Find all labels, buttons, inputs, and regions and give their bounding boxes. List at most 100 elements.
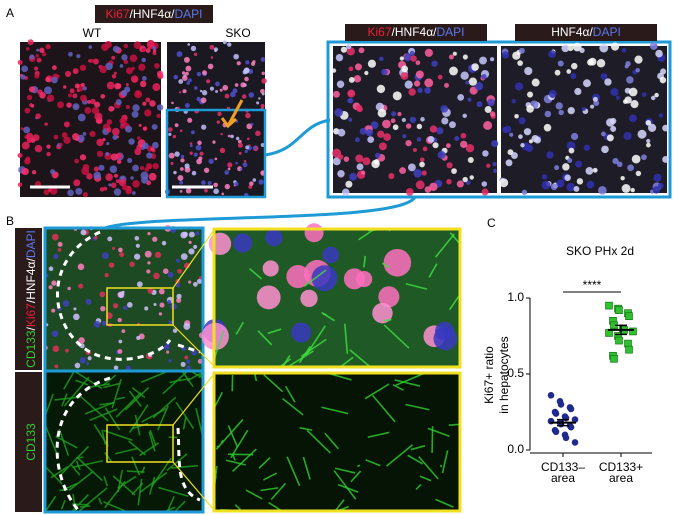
cell (120, 90, 128, 97)
cell (449, 66, 458, 76)
cell (629, 114, 637, 123)
cell (79, 64, 87, 71)
cell (196, 96, 201, 102)
cell (201, 124, 207, 130)
cell (215, 90, 218, 93)
cell (146, 41, 155, 49)
cell (114, 173, 118, 178)
membrane (334, 499, 345, 512)
cell (50, 169, 56, 175)
cell (616, 161, 623, 168)
cell (94, 236, 98, 240)
cell (186, 359, 191, 364)
cell (79, 154, 87, 161)
cell (431, 60, 438, 67)
cell (189, 144, 193, 148)
cell (659, 76, 667, 84)
cell (646, 138, 651, 144)
cell (424, 87, 431, 94)
cell (364, 70, 369, 76)
condition-label: SKO (225, 26, 250, 40)
membrane (182, 371, 194, 388)
cell (62, 300, 70, 307)
cell (125, 125, 133, 133)
cell (49, 187, 58, 195)
cell (489, 111, 496, 117)
cell (244, 149, 248, 154)
cell (173, 74, 179, 80)
cell (182, 75, 188, 81)
cell (340, 46, 348, 53)
cell (300, 289, 318, 308)
cell (135, 243, 140, 248)
cell (137, 136, 141, 140)
data-point (571, 439, 579, 446)
cell (260, 88, 265, 94)
data-point (547, 391, 555, 399)
cell (353, 75, 362, 83)
cell (471, 63, 479, 71)
membrane (257, 330, 273, 346)
zoom-line (172, 373, 215, 426)
membrane (139, 471, 168, 493)
cell (30, 104, 35, 108)
cell (121, 329, 126, 334)
cell (51, 76, 58, 84)
cell (417, 87, 423, 93)
membrane (344, 323, 349, 354)
cell (118, 291, 125, 299)
cell (655, 49, 663, 58)
cell (511, 152, 518, 159)
cell (202, 70, 207, 76)
cell (244, 76, 249, 82)
membrane (104, 452, 113, 462)
cell (345, 43, 352, 50)
cell (429, 125, 438, 133)
cell (457, 93, 465, 101)
cell (21, 167, 29, 176)
cell (17, 182, 23, 187)
data-point (625, 312, 633, 321)
membrane (103, 475, 109, 487)
membrane (394, 379, 421, 387)
inset-box (165, 108, 267, 199)
membrane (175, 401, 195, 430)
cell (172, 328, 178, 333)
cell (413, 80, 421, 87)
membrane (102, 374, 117, 386)
cell (73, 313, 80, 321)
cell (583, 79, 591, 88)
cell (53, 253, 59, 260)
cell (193, 152, 198, 157)
cell (119, 64, 124, 68)
cell (101, 320, 107, 326)
cell (173, 170, 177, 175)
cell (235, 136, 240, 141)
connector (264, 118, 331, 157)
cell (74, 83, 80, 89)
cell (119, 124, 125, 129)
cell (136, 335, 141, 341)
cell (196, 278, 203, 284)
cell (625, 61, 631, 67)
cell (140, 166, 145, 171)
membrane (162, 371, 188, 395)
cell (390, 118, 396, 124)
cell (581, 106, 586, 112)
label-segment: DAPI (174, 7, 202, 21)
cell (131, 191, 136, 195)
cell (181, 71, 186, 75)
cell (260, 57, 266, 62)
cell (567, 45, 574, 52)
cell (401, 117, 406, 123)
data-point (552, 410, 560, 417)
cell (634, 55, 643, 64)
membrane (350, 470, 362, 483)
zoom-box (106, 287, 174, 326)
cell (354, 137, 360, 143)
cell (132, 180, 140, 188)
membrane (281, 355, 291, 368)
cell (523, 128, 532, 136)
condition-label: WT (83, 26, 102, 40)
cell (554, 69, 561, 76)
